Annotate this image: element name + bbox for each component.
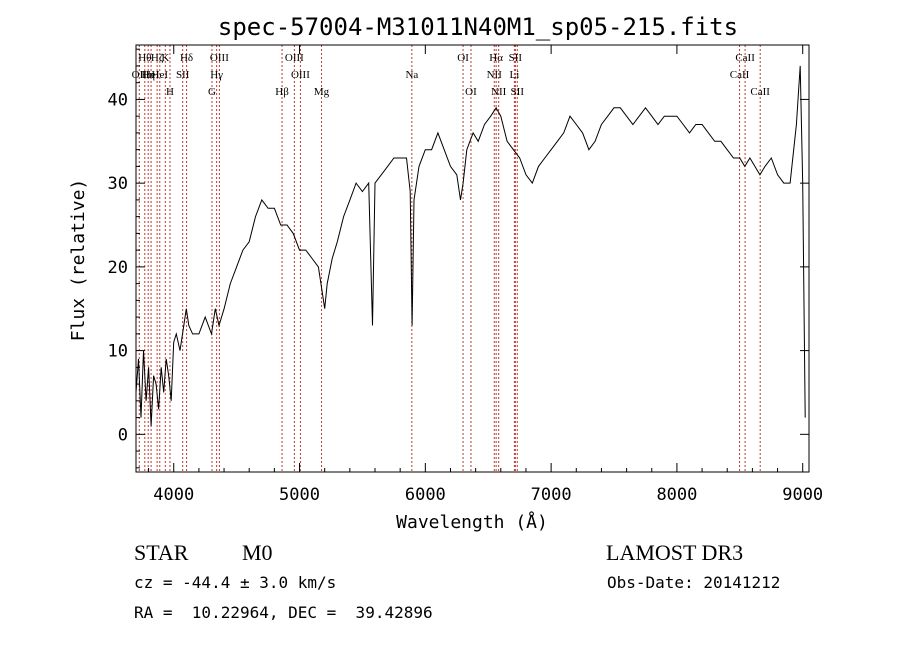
observation-date: Obs-Date: 20141212	[607, 573, 781, 592]
redshift-velocity: cz = -44.4 ± 3.0 km/s	[134, 573, 337, 592]
line-label-9: Hδ	[180, 52, 193, 64]
x-tick-label: 8000	[656, 485, 697, 505]
spectral-subclass: M0	[242, 540, 273, 565]
line-label-24: SII	[509, 52, 523, 64]
line-label-6: K	[161, 52, 169, 64]
line-label-28: CaII	[750, 86, 770, 98]
line-label-8: SII	[176, 69, 190, 81]
x-tick-label: 6000	[405, 485, 446, 505]
line-label-15: OIII	[291, 69, 310, 81]
line-label-1: Hθ	[138, 52, 151, 64]
sky-coordinates: RA = 10.22964, DEC = 39.42896	[134, 603, 433, 622]
line-label-20: NII	[487, 69, 503, 81]
line-label-7: H	[166, 86, 174, 98]
line-label-13: Hβ	[275, 86, 289, 98]
x-tick-label: 5000	[279, 485, 320, 505]
line-label-16: Mg	[314, 86, 330, 98]
line-label-4: Hζ	[151, 52, 164, 64]
chart-title: spec-57004-M31011N40M1_sp05-215.fits	[218, 13, 738, 41]
emission-line-labels: OIIHθHηHeIHζHeIKHSIIHδGHγOIIIHβOIIIOIIIM…	[132, 52, 771, 98]
x-tick-label: 9000	[782, 485, 823, 505]
y-tick-label: 10	[108, 342, 128, 362]
line-label-19: OI	[465, 86, 477, 98]
line-label-22: NII	[491, 86, 507, 98]
y-tick-label: 20	[108, 258, 128, 278]
spectrum-line	[135, 65, 806, 427]
line-label-11: Hγ	[210, 69, 223, 81]
survey-name: LAMOST DR3	[606, 540, 744, 565]
line-label-3: HeI	[143, 69, 160, 81]
line-label-23: Li	[509, 69, 519, 81]
emission-line-markers	[138, 45, 761, 472]
x-axis-ticks: 4000 5000 6000 7000 8000 9000	[148, 45, 823, 505]
y-axis-ticks: 0 10 20 30 40	[108, 48, 809, 469]
line-label-5: HeI	[152, 69, 169, 81]
line-label-17: Na	[405, 69, 418, 81]
line-label-21: Hα	[489, 52, 503, 64]
y-tick-label: 0	[118, 425, 128, 445]
line-label-18: OI	[457, 52, 469, 64]
line-label-26: CaII	[730, 69, 750, 81]
line-label-12: OIII	[210, 52, 229, 64]
line-label-27: CaII	[735, 52, 755, 64]
y-axis-label: Flux (relative)	[68, 179, 89, 342]
line-label-14: OIII	[285, 52, 304, 64]
line-label-10: G	[208, 86, 216, 98]
y-tick-label: 30	[108, 174, 128, 194]
line-label-2: Hη	[141, 69, 155, 81]
object-class: STAR	[134, 540, 189, 565]
x-tick-label: 4000	[153, 485, 194, 505]
line-label-25: SII	[511, 86, 525, 98]
plot-frame	[135, 44, 810, 473]
x-axis-label: Wavelength (Å)	[396, 511, 548, 533]
y-tick-label: 40	[108, 90, 128, 110]
x-tick-label: 7000	[531, 485, 572, 505]
